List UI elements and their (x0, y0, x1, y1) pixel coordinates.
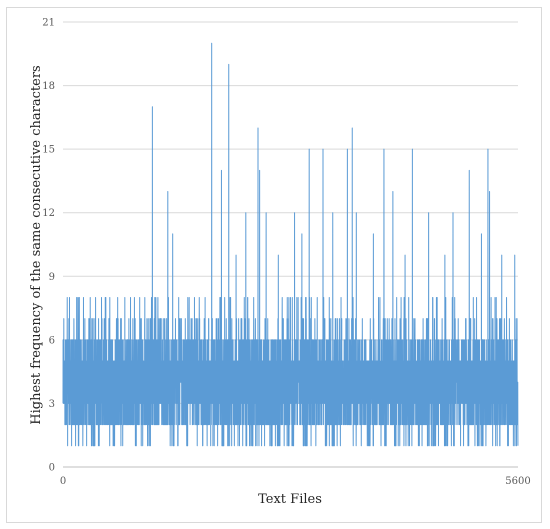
y-tick-label: 6 (49, 335, 55, 346)
plot-area (62, 42, 519, 447)
y-axis-label: Highest frequency of the same consecutiv… (29, 65, 44, 424)
y-tick-label: 12 (42, 208, 55, 219)
x-axis-label: Text Files (258, 492, 322, 507)
y-tick-label: 15 (42, 145, 55, 156)
y-tick-label: 3 (49, 399, 55, 410)
series-line (62, 42, 519, 447)
y-tick-label: 18 (42, 81, 55, 92)
x-axis-ticks: 0 5600 (60, 476, 531, 487)
y-tick-label: 0 (49, 463, 55, 474)
y-axis-ticks: 0 3 6 9 12 15 18 21 (42, 18, 55, 474)
x-tick-label: 5600 (505, 476, 530, 487)
y-tick-label: 9 (49, 272, 55, 283)
y-tick-label: 21 (42, 18, 55, 29)
x-tick-label: 0 (60, 476, 66, 487)
